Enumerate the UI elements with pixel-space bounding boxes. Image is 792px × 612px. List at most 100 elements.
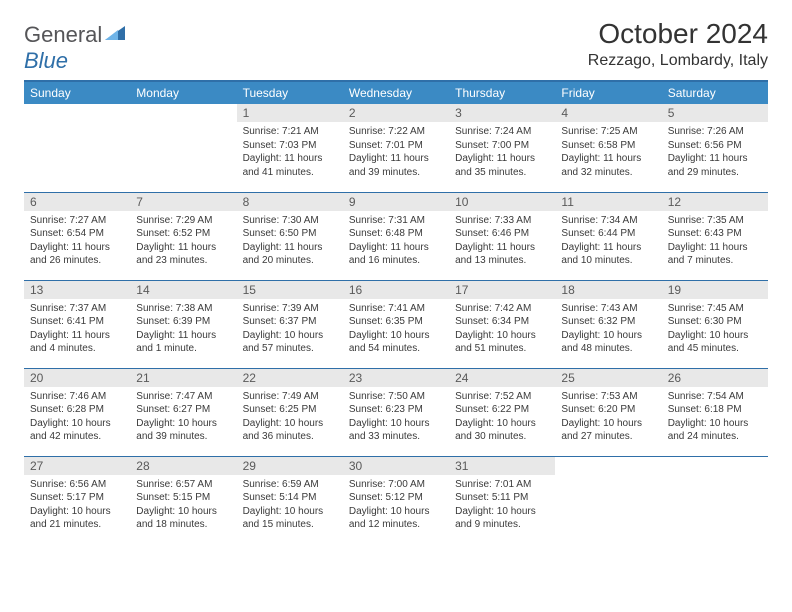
sunrise-text: Sunrise: 7:54 AM: [668, 390, 762, 404]
day-details: Sunrise: 7:25 AMSunset: 6:58 PMDaylight:…: [555, 122, 661, 182]
daylight-text: Daylight: 10 hours and 33 minutes.: [349, 417, 443, 444]
weekday-header: Monday: [130, 82, 236, 104]
sunrise-text: Sunrise: 6:57 AM: [136, 478, 230, 492]
sunset-text: Sunset: 6:43 PM: [668, 227, 762, 241]
weekday-header: Thursday: [449, 82, 555, 104]
day-cell: 31Sunrise: 7:01 AMSunset: 5:11 PMDayligh…: [449, 456, 555, 544]
sunrise-text: Sunrise: 7:26 AM: [668, 125, 762, 139]
sunset-text: Sunset: 7:01 PM: [349, 139, 443, 153]
day-details: Sunrise: 7:00 AMSunset: 5:12 PMDaylight:…: [343, 475, 449, 535]
sunrise-text: Sunrise: 7:25 AM: [561, 125, 655, 139]
calendar-body: 1Sunrise: 7:21 AMSunset: 7:03 PMDaylight…: [24, 104, 768, 544]
calendar-page: General Blue October 2024 Rezzago, Lomba…: [0, 0, 792, 562]
daylight-text: Daylight: 11 hours and 10 minutes.: [561, 241, 655, 268]
day-number: 7: [130, 193, 236, 211]
sunrise-text: Sunrise: 7:42 AM: [455, 302, 549, 316]
weekday-header: Friday: [555, 82, 661, 104]
sunset-text: Sunset: 6:22 PM: [455, 403, 549, 417]
daylight-text: Daylight: 10 hours and 12 minutes.: [349, 505, 443, 532]
day-number: 19: [662, 281, 768, 299]
sunset-text: Sunset: 5:12 PM: [349, 491, 443, 505]
day-number: 4: [555, 104, 661, 122]
day-number: 27: [24, 457, 130, 475]
daylight-text: Daylight: 11 hours and 1 minute.: [136, 329, 230, 356]
day-number: 30: [343, 457, 449, 475]
day-cell: 19Sunrise: 7:45 AMSunset: 6:30 PMDayligh…: [662, 280, 768, 368]
sunset-text: Sunset: 6:44 PM: [561, 227, 655, 241]
daylight-text: Daylight: 10 hours and 48 minutes.: [561, 329, 655, 356]
daylight-text: Daylight: 11 hours and 39 minutes.: [349, 152, 443, 179]
daylight-text: Daylight: 10 hours and 51 minutes.: [455, 329, 549, 356]
sunset-text: Sunset: 6:56 PM: [668, 139, 762, 153]
day-details: Sunrise: 7:31 AMSunset: 6:48 PMDaylight:…: [343, 211, 449, 271]
day-details: Sunrise: 7:39 AMSunset: 6:37 PMDaylight:…: [237, 299, 343, 359]
sunset-text: Sunset: 5:15 PM: [136, 491, 230, 505]
day-number: 6: [24, 193, 130, 211]
sunrise-text: Sunrise: 7:21 AM: [243, 125, 337, 139]
sunrise-text: Sunrise: 7:34 AM: [561, 214, 655, 228]
daylight-text: Daylight: 11 hours and 26 minutes.: [30, 241, 124, 268]
daylight-text: Daylight: 11 hours and 16 minutes.: [349, 241, 443, 268]
sunrise-text: Sunrise: 7:45 AM: [668, 302, 762, 316]
day-number: 12: [662, 193, 768, 211]
day-number: 10: [449, 193, 555, 211]
day-details: Sunrise: 7:41 AMSunset: 6:35 PMDaylight:…: [343, 299, 449, 359]
day-details: Sunrise: 7:21 AMSunset: 7:03 PMDaylight:…: [237, 122, 343, 182]
day-details: Sunrise: 7:30 AMSunset: 6:50 PMDaylight:…: [237, 211, 343, 271]
daylight-text: Daylight: 10 hours and 18 minutes.: [136, 505, 230, 532]
day-cell: 10Sunrise: 7:33 AMSunset: 6:46 PMDayligh…: [449, 192, 555, 280]
daylight-text: Daylight: 11 hours and 29 minutes.: [668, 152, 762, 179]
brand-name-part2: Blue: [24, 48, 68, 73]
sunset-text: Sunset: 6:58 PM: [561, 139, 655, 153]
daylight-text: Daylight: 10 hours and 42 minutes.: [30, 417, 124, 444]
daylight-text: Daylight: 11 hours and 32 minutes.: [561, 152, 655, 179]
day-details: Sunrise: 7:01 AMSunset: 5:11 PMDaylight:…: [449, 475, 555, 535]
calendar-table: Sunday Monday Tuesday Wednesday Thursday…: [24, 82, 768, 544]
day-details: Sunrise: 7:24 AMSunset: 7:00 PMDaylight:…: [449, 122, 555, 182]
sunrise-text: Sunrise: 7:52 AM: [455, 390, 549, 404]
day-details: Sunrise: 7:26 AMSunset: 6:56 PMDaylight:…: [662, 122, 768, 182]
sunset-text: Sunset: 6:27 PM: [136, 403, 230, 417]
day-cell: 25Sunrise: 7:53 AMSunset: 6:20 PMDayligh…: [555, 368, 661, 456]
day-number: 22: [237, 369, 343, 387]
day-number: 8: [237, 193, 343, 211]
sunset-text: Sunset: 6:18 PM: [668, 403, 762, 417]
day-cell: 13Sunrise: 7:37 AMSunset: 6:41 PMDayligh…: [24, 280, 130, 368]
day-cell: 30Sunrise: 7:00 AMSunset: 5:12 PMDayligh…: [343, 456, 449, 544]
sunset-text: Sunset: 6:52 PM: [136, 227, 230, 241]
location-text: Rezzago, Lombardy, Italy: [588, 52, 768, 70]
sunset-text: Sunset: 5:11 PM: [455, 491, 549, 505]
day-cell: 1Sunrise: 7:21 AMSunset: 7:03 PMDaylight…: [237, 104, 343, 192]
sunset-text: Sunset: 6:54 PM: [30, 227, 124, 241]
day-cell: 20Sunrise: 7:46 AMSunset: 6:28 PMDayligh…: [24, 368, 130, 456]
day-cell: [555, 456, 661, 544]
week-row: 27Sunrise: 6:56 AMSunset: 5:17 PMDayligh…: [24, 456, 768, 544]
day-details: Sunrise: 7:50 AMSunset: 6:23 PMDaylight:…: [343, 387, 449, 447]
day-number: 18: [555, 281, 661, 299]
day-details: Sunrise: 7:22 AMSunset: 7:01 PMDaylight:…: [343, 122, 449, 182]
day-details: Sunrise: 7:37 AMSunset: 6:41 PMDaylight:…: [24, 299, 130, 359]
day-cell: 23Sunrise: 7:50 AMSunset: 6:23 PMDayligh…: [343, 368, 449, 456]
day-details: Sunrise: 7:29 AMSunset: 6:52 PMDaylight:…: [130, 211, 236, 271]
sunset-text: Sunset: 6:28 PM: [30, 403, 124, 417]
month-title: October 2024: [588, 18, 768, 50]
sunrise-text: Sunrise: 7:01 AM: [455, 478, 549, 492]
sunrise-text: Sunrise: 7:47 AM: [136, 390, 230, 404]
day-number: 5: [662, 104, 768, 122]
sunrise-text: Sunrise: 7:37 AM: [30, 302, 124, 316]
sunrise-text: Sunrise: 7:33 AM: [455, 214, 549, 228]
day-cell: [130, 104, 236, 192]
day-number: 15: [237, 281, 343, 299]
day-cell: 3Sunrise: 7:24 AMSunset: 7:00 PMDaylight…: [449, 104, 555, 192]
day-number: 3: [449, 104, 555, 122]
sunrise-text: Sunrise: 7:24 AM: [455, 125, 549, 139]
daylight-text: Daylight: 11 hours and 4 minutes.: [30, 329, 124, 356]
sunset-text: Sunset: 7:03 PM: [243, 139, 337, 153]
daylight-text: Daylight: 10 hours and 45 minutes.: [668, 329, 762, 356]
day-cell: 24Sunrise: 7:52 AMSunset: 6:22 PMDayligh…: [449, 368, 555, 456]
daylight-text: Daylight: 10 hours and 30 minutes.: [455, 417, 549, 444]
day-number: 16: [343, 281, 449, 299]
day-cell: 21Sunrise: 7:47 AMSunset: 6:27 PMDayligh…: [130, 368, 236, 456]
sunrise-text: Sunrise: 7:22 AM: [349, 125, 443, 139]
day-details: Sunrise: 7:53 AMSunset: 6:20 PMDaylight:…: [555, 387, 661, 447]
